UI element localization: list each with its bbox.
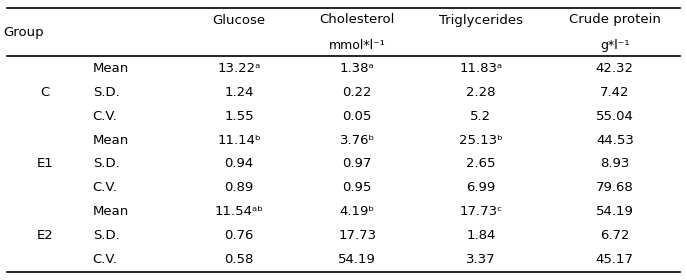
Text: 17.73: 17.73 <box>338 229 376 242</box>
Text: g*l⁻¹: g*l⁻¹ <box>600 39 629 52</box>
Text: 4.19ᵇ: 4.19ᵇ <box>339 205 375 218</box>
Text: C: C <box>40 86 49 99</box>
Text: Glucose: Glucose <box>212 14 266 27</box>
Text: mmol*l⁻¹: mmol*l⁻¹ <box>329 39 385 52</box>
Text: 54.19: 54.19 <box>596 205 634 218</box>
Text: E2: E2 <box>36 229 53 242</box>
Text: 0.76: 0.76 <box>225 229 254 242</box>
Text: Crude protein: Crude protein <box>569 13 661 26</box>
Text: Group: Group <box>3 26 44 39</box>
Text: 6.72: 6.72 <box>600 229 629 242</box>
Text: 0.22: 0.22 <box>343 86 372 99</box>
Text: Mean: Mean <box>93 134 129 146</box>
Text: 2.28: 2.28 <box>466 86 495 99</box>
Text: 1.55: 1.55 <box>224 109 254 123</box>
Text: 2.65: 2.65 <box>466 157 495 171</box>
Text: 0.97: 0.97 <box>343 157 372 171</box>
Text: S.D.: S.D. <box>93 86 120 99</box>
Text: 7.42: 7.42 <box>600 86 629 99</box>
Text: S.D.: S.D. <box>93 229 120 242</box>
Text: 0.58: 0.58 <box>225 253 254 266</box>
Text: S.D.: S.D. <box>93 157 120 171</box>
Text: 17.73ᶜ: 17.73ᶜ <box>460 205 502 218</box>
Text: 25.13ᵇ: 25.13ᵇ <box>459 134 503 146</box>
Text: 55.04: 55.04 <box>596 109 634 123</box>
Text: 0.89: 0.89 <box>225 181 254 194</box>
Text: Mean: Mean <box>93 62 129 75</box>
Text: 3.37: 3.37 <box>466 253 496 266</box>
Text: 3.76ᵇ: 3.76ᵇ <box>339 134 375 146</box>
Text: 5.2: 5.2 <box>471 109 491 123</box>
Text: 6.99: 6.99 <box>466 181 495 194</box>
Text: 0.95: 0.95 <box>343 181 372 194</box>
Text: Mean: Mean <box>93 205 129 218</box>
Text: 13.22ᵃ: 13.22ᵃ <box>217 62 261 75</box>
Text: C.V.: C.V. <box>93 181 117 194</box>
Text: 8.93: 8.93 <box>600 157 629 171</box>
Text: 11.54ᵃᵇ: 11.54ᵃᵇ <box>214 205 264 218</box>
Text: 42.32: 42.32 <box>596 62 634 75</box>
Text: C.V.: C.V. <box>93 253 117 266</box>
Text: C.V.: C.V. <box>93 109 117 123</box>
Text: 1.38ᵃ: 1.38ᵃ <box>340 62 374 75</box>
Text: 11.14ᵇ: 11.14ᵇ <box>217 134 261 146</box>
Text: Triglycerides: Triglycerides <box>439 14 523 27</box>
Text: 0.05: 0.05 <box>343 109 372 123</box>
Text: 1.84: 1.84 <box>466 229 495 242</box>
Text: Cholesterol: Cholesterol <box>319 13 395 26</box>
Text: E1: E1 <box>36 157 53 171</box>
Text: 1.24: 1.24 <box>225 86 254 99</box>
Text: 45.17: 45.17 <box>596 253 634 266</box>
Text: 54.19: 54.19 <box>338 253 376 266</box>
Text: 44.53: 44.53 <box>596 134 634 146</box>
Text: 0.94: 0.94 <box>225 157 254 171</box>
Text: 11.83ᵃ: 11.83ᵃ <box>460 62 502 75</box>
Text: 79.68: 79.68 <box>596 181 633 194</box>
